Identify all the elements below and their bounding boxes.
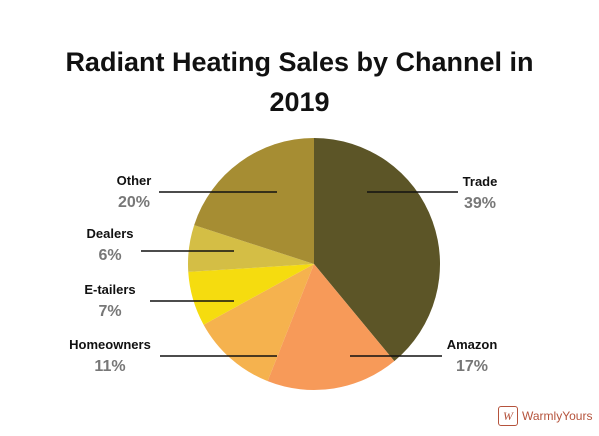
slice-label-e-tailers: E-tailers <box>84 282 135 297</box>
slice-percent-e-tailers: 7% <box>98 303 121 320</box>
pie-slice-e-tailers <box>188 264 314 325</box>
slice-percent-dealers: 6% <box>98 247 121 264</box>
chart-title-line-1: Radiant Heating Sales by Channel in <box>65 47 534 77</box>
slice-label-other: Other <box>117 173 152 188</box>
slice-label-amazon: Amazon <box>447 337 498 352</box>
slice-percent-trade: 39% <box>464 195 496 212</box>
slice-percent-amazon: 17% <box>456 358 488 375</box>
slice-percent-other: 20% <box>118 194 150 211</box>
slice-label-trade: Trade <box>463 174 498 189</box>
logo-text: WarmlyYours <box>522 409 593 423</box>
pie-slice-amazon <box>267 264 395 390</box>
leader-lines <box>141 191 458 357</box>
pie-slice-dealers <box>188 225 314 272</box>
pie-slice-other <box>194 138 314 264</box>
pie-slices <box>188 138 441 390</box>
pie-slice-trade <box>314 138 441 362</box>
chart-title-line-2: 2019 <box>269 87 330 117</box>
slice-percent-homeowners: 11% <box>94 358 125 375</box>
slice-label-homeowners: Homeowners <box>69 337 151 352</box>
slice-label-dealers: Dealers <box>87 226 134 241</box>
pie-slice-homeowners <box>203 264 314 382</box>
chart-title: Radiant Heating Sales by Channel in 2019 <box>40 42 559 122</box>
brand-logo: W WarmlyYours <box>498 406 592 426</box>
slice-labels: Trade 39% Amazon 17% Homeowners 11% E-tailers 7… <box>69 173 497 375</box>
logo-mark-icon: W <box>498 406 518 426</box>
